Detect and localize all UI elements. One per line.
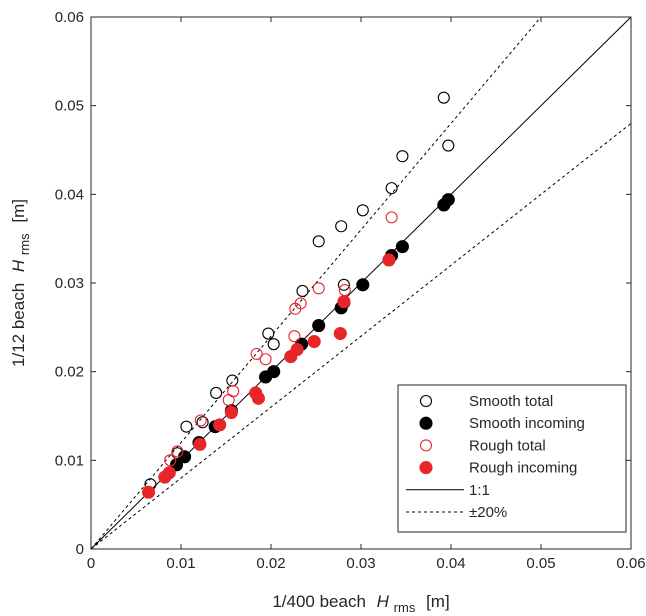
point-smooth-total [267,338,280,351]
point-rough-incoming [251,391,265,405]
point-rough-incoming [193,437,207,451]
point-rough-incoming [224,405,238,420]
point-rough-incoming [142,485,156,499]
point-smooth-total [442,139,455,152]
point-rough-total [164,454,177,467]
point-smooth-total [296,284,309,298]
legend-marker [419,416,433,430]
point-rough-incoming [290,342,304,357]
x-tick-label: 0.04 [436,555,465,572]
point-rough-total [288,330,301,343]
point-smooth-total [337,278,350,291]
point-smooth-total [226,374,239,387]
legend-marker [419,439,433,452]
point-rough-incoming [333,326,347,341]
point-smooth-total [335,220,348,233]
point-rough-total [194,414,207,427]
x-tick-label: 0.03 [346,555,375,572]
y-axis-title-subscript: rms [17,233,32,255]
x-tick-label: 0 [87,555,95,572]
data-markers [142,91,455,499]
x-tick-label: 0.01 [166,555,195,572]
point-rough-total [250,347,263,360]
point-smooth-total [385,182,398,195]
point-smooth-total [210,386,223,399]
point-rough-incoming [213,418,227,432]
y-tick-label: 0.05 [55,98,84,115]
y-axis-title-prefix: 1/12 beach [9,283,28,367]
point-smooth-total [196,416,209,429]
y-tick-label: 0.04 [55,186,84,203]
legend-box [397,384,627,533]
point-rough-total [227,385,240,398]
y-axis-title: 1/12 beach H rms [m] [9,199,33,367]
legend-label: Rough total [469,437,546,454]
legend-label: ±20% [469,504,507,521]
point-smooth-total [312,235,325,248]
y-axis-title-symbol: H [9,259,28,272]
x-axis-title-symbol: H [377,592,390,611]
point-rough-total [385,211,398,224]
point-smooth-incoming [356,278,370,292]
point-smooth-incoming [441,193,455,207]
x-tick-label: 0.05 [526,555,555,572]
point-rough-incoming [162,466,176,480]
point-rough-incoming [382,253,396,267]
point-rough-incoming [337,295,351,309]
legend-label: Smooth incoming [469,415,585,432]
legend-label: Smooth total [469,393,553,410]
legend-marker [419,461,433,475]
point-smooth-total [356,204,369,217]
y-axis-title-unit: [m] [9,199,28,223]
point-smooth-total [396,150,409,163]
legend: Smooth total Smooth incoming Rough total Ro… [397,384,627,533]
point-smooth-total [180,420,193,433]
point-smooth-incoming [395,240,409,254]
point-smooth-incoming [312,319,326,333]
x-tick-label: 0.06 [616,555,645,572]
legend-label: Rough incoming [469,460,577,477]
point-smooth-total [262,327,275,340]
x-axis-title: 1/400 beach H rms [m] [272,592,449,616]
point-smooth-incoming [267,365,281,379]
axis-ticks: 0 0.01 0.02 0.03 0.04 0.05 0.06 0 0.01 0.02 0.03 0.… [55,9,646,572]
y-tick-label: 0.03 [55,275,84,292]
point-rough-incoming [307,334,321,349]
legend-marker [419,394,433,408]
x-tick-label: 0.02 [256,555,285,572]
point-smooth-incoming [178,450,192,464]
y-tick-label: 0.06 [55,9,84,26]
point-smooth-total [437,91,450,104]
y-tick-label: 0 [76,541,84,558]
x-axis-title-unit: [m] [426,592,450,611]
minus-20-percent-line [91,123,631,549]
point-rough-total [294,297,307,310]
x-axis-title-subscript: rms [394,600,416,615]
point-rough-total [171,445,184,458]
x-axis-title-prefix: 1/400 beach [272,592,366,611]
point-rough-total [312,282,325,295]
legend-label: 1:1 [469,482,490,499]
y-tick-label: 0.02 [55,364,84,381]
y-tick-label: 0.01 [55,452,84,469]
point-rough-total [259,353,272,366]
